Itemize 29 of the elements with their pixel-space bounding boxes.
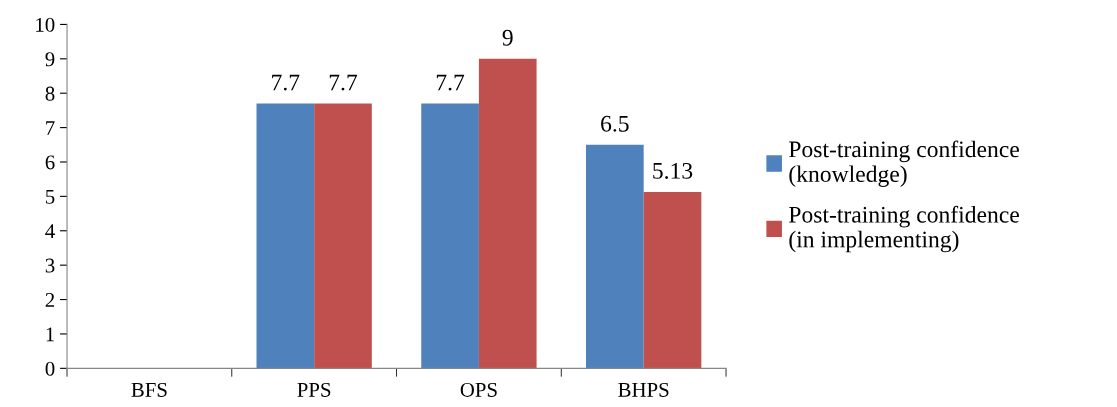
bar (421, 103, 479, 369)
x-tick-label: OPS (460, 382, 497, 397)
data-label: 7.7 (436, 74, 465, 91)
y-tick-label: 3 (45, 258, 55, 273)
bar (314, 103, 372, 369)
bar (643, 191, 702, 369)
y-tick-label: 6 (45, 155, 55, 170)
data-label: 9 (502, 29, 513, 46)
bar (586, 144, 644, 369)
y-tick-label: 8 (45, 86, 55, 101)
y-tick-label: 1 (46, 327, 54, 342)
y-tick-label: 2 (45, 292, 55, 307)
y-tick-label: 10 (36, 17, 55, 32)
x-tick-label: BHPS (618, 382, 669, 397)
y-tick-label: 9 (45, 52, 55, 67)
legend-label: Post-training confidence (in implementing) (789, 205, 1019, 253)
y-tick-label: 4 (45, 224, 55, 238)
legend-label: Post-training confidence (knowledge) (789, 140, 1019, 187)
x-tick-label: PPS (297, 382, 331, 397)
y-tick-label: 0 (45, 361, 55, 376)
y-tick-label: 7 (46, 121, 55, 135)
data-label: 6.5 (601, 115, 629, 132)
bar (256, 103, 315, 369)
data-label: 7.7 (272, 74, 300, 91)
data-label: 7.7 (329, 74, 358, 91)
bar (478, 58, 537, 369)
x-tick-label: BFS (131, 382, 167, 397)
y-tick-label: 5 (46, 189, 55, 204)
data-label: 5.13 (653, 162, 693, 179)
